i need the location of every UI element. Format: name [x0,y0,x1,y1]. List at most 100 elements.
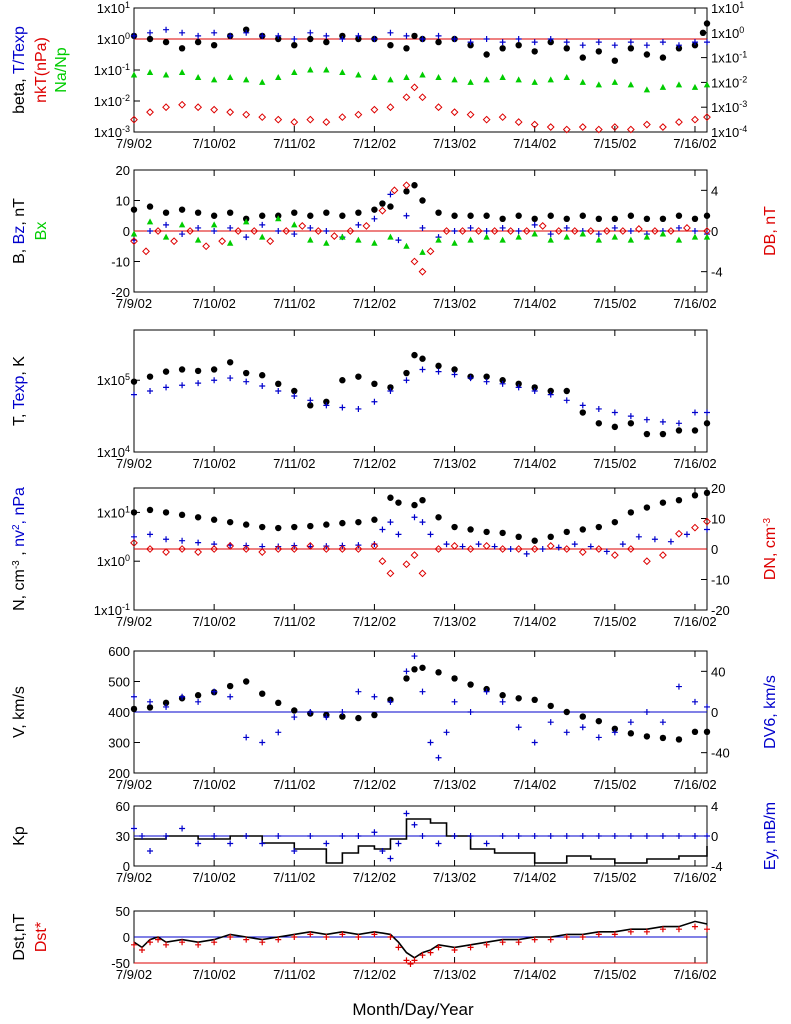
p6-point-Ey-22 [419,833,426,839]
p4-point-nv2-35 [651,536,658,543]
p2-point-B-8 [259,212,266,219]
p1-point-nkT-21 [450,108,459,117]
p4-point-nv2-26 [507,546,514,552]
p1-point-T/Texp-11 [307,29,314,36]
p7-point-Dst*-22 [411,957,418,964]
p5-point-DV6-1 [147,698,154,705]
p3-point-T-13 [339,377,346,384]
p4-point-DN-30 [578,548,587,556]
p5-point-DV6-25 [483,688,490,695]
p3-date-label-0: 7/9/02 [116,456,152,471]
p4-point-DN-25 [498,545,507,553]
p6-point-Ey-30 [547,833,554,839]
p1-point-T/Texp-1 [147,29,154,36]
p3-point-T-11 [307,402,314,409]
p5-date-label-2: 7/11/02 [273,777,315,792]
p1-point-T/Texp-16 [387,29,394,36]
p3-point-T-23 [483,373,490,380]
p1-date-label-4: 7/13/02 [433,136,476,151]
p1-ytick-right-label-0-base: 1x10 [711,125,739,140]
p2-ylabel-left-part-0: B, [11,244,28,264]
p1-point-beta-16 [387,42,394,49]
p4-point-DN-3 [178,545,186,553]
p2-point-B-34 [643,215,651,222]
p2-point-Bx-3 [178,221,186,228]
p4-point-DN-37 [691,523,699,532]
p2-point-DB-23 [458,227,467,235]
p4-point-nv2-32 [603,548,610,555]
p4-point-DN-2 [162,548,170,556]
p3-point-Texp-5 [211,377,218,384]
p2-point-Bz-5 [211,228,218,234]
p7-point-Dst*-32 [547,936,554,943]
p3-date-label-7: 7/16/02 [673,456,716,471]
p5-point-DV6-15 [371,693,378,700]
p3-point-Texp-14 [355,405,362,412]
p1-point-T/Texp-25 [531,39,538,46]
p6-series-Ey [131,810,710,862]
p2-point-Bz-14 [355,221,362,228]
p7-ytick-left-label-1: 0 [123,930,130,945]
p2-date-label-4: 7/13/02 [433,296,476,311]
p3-point-Texp-28 [579,402,586,409]
p3-point-Texp-16 [387,388,394,394]
p3-point-Texp-24 [515,384,522,391]
p2-ytick-left-label-4: -20 [111,285,130,300]
p1-point-beta-14 [355,35,362,43]
p2-point-Bx-30 [611,233,619,240]
p6-point-Ey-0 [131,825,137,832]
p7-date-label-3: 7/12/02 [353,967,396,982]
p4-point-nv2-27 [523,550,530,557]
p1-point-Na/Np-8 [259,78,266,85]
p2-point-B-0 [130,206,138,213]
p7-point-Dst*-35 [595,931,602,938]
p2-ytick-right-label-0: 4 [711,183,718,198]
p7-point-Dst*-21 [407,961,414,968]
p4-point-DN-11 [306,542,315,550]
p3-point-Texp-23 [499,380,506,387]
p5-point-V-20 [435,669,442,676]
p4-point-DN-19 [410,551,419,560]
p3-point-Texp-11 [307,397,314,404]
p1-date-label-3: 7/12/02 [353,136,396,151]
p4-point-N-9 [275,524,282,532]
p5-point-DV6-7 [243,734,250,741]
p2-point-Bz-22 [467,224,474,231]
p1-point-Na/Np-5 [210,76,218,83]
p1-ytick-right-label-5-exp: 1 [739,0,744,10]
p2-date-label-6: 7/15/02 [593,296,636,311]
p3-ylabel-left-part-1: Texp [11,375,28,409]
p5-date-label-5: 7/14/02 [513,777,556,792]
p1-point-beta-26 [531,48,538,55]
p5-point-DV6-23 [451,698,458,705]
p5-point-DV6-2 [163,703,170,710]
p1-point-nkT-34 [659,123,667,131]
p7-point-Dst*-8 [227,934,234,940]
p1-point-beta-22 [467,42,474,49]
p1-point-nkT-12 [322,118,331,126]
p2-point-DB-7 [234,227,243,235]
p4-point-N-16 [387,494,394,501]
p1-ytick-left-label-0: 1x10-3 [94,124,130,140]
p1-ytick-left-label-1-exp: -2 [122,93,130,103]
p3-point-T-24 [499,377,506,384]
p1-point-nkT-0 [130,115,138,124]
p2-point-Bx-27 [563,233,570,240]
p2-series-DB [130,181,711,276]
p4-ylabel-left-part-3: nv [11,530,28,547]
p6-point-Ey-38 [675,833,682,839]
p3-point-T-33 [643,430,651,438]
p4-point-N-34 [659,499,667,506]
p6-ylabel-right: Ey, mB/m [762,802,779,870]
p6-point-Ey-31 [563,833,570,839]
p6-point-Ey-7 [227,840,234,847]
p3-point-T-25 [515,380,522,388]
p2-point-Bz-15 [371,215,378,222]
p1-point-T/Texp-4 [195,32,202,39]
p2-point-DB-6 [218,237,227,246]
p4-point-N-3 [178,511,186,519]
p4-point-nv2-0 [131,533,137,540]
p4-point-nv2-2 [163,536,170,543]
p7-point-Dst*-33 [563,934,570,940]
p2-point-DB-35 [651,227,659,235]
